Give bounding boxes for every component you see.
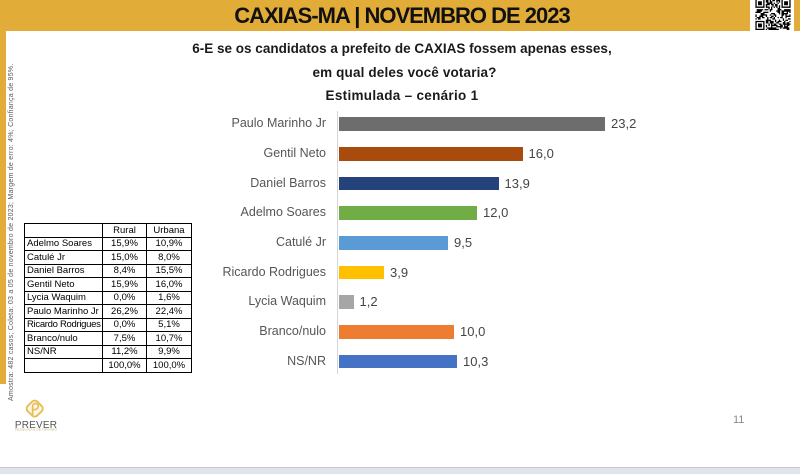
- svg-text:PESQUISAS DE OPINIÃO: PESQUISAS DE OPINIÃO: [15, 427, 58, 432]
- svg-text:PREVER: PREVER: [15, 420, 57, 431]
